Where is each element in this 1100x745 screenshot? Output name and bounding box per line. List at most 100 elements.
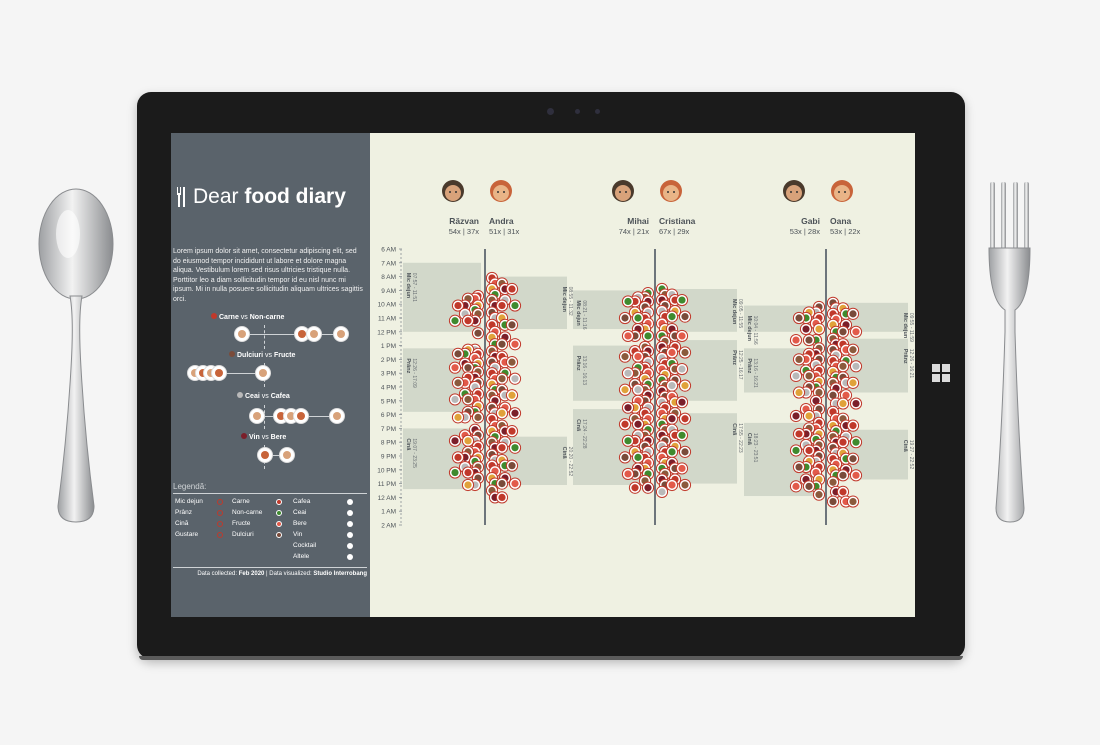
avatar-eye — [838, 191, 840, 193]
food-icon — [464, 317, 472, 325]
person-name: Andra — [489, 216, 514, 226]
meal-range: 10:04 - 11:56 — [752, 316, 758, 345]
person-name: Gabi — [801, 216, 820, 226]
food-icon — [454, 350, 462, 358]
comparison-ceai-cafea: Ceai vs Cafea — [237, 392, 290, 400]
food-icon — [668, 448, 676, 456]
food-icon — [511, 409, 519, 417]
avatar-face — [493, 185, 509, 201]
meal-mark — [678, 379, 692, 392]
legend-title: Legendă: — [173, 482, 207, 491]
avatar — [257, 447, 273, 463]
meal-mark — [505, 282, 519, 296]
avatar-eye — [844, 191, 846, 193]
meal-mark — [621, 434, 635, 447]
food-icon — [852, 399, 860, 408]
food-icon — [829, 391, 837, 399]
meal-mark — [812, 488, 826, 501]
food-icon — [839, 438, 847, 446]
y-tick-label: 11 PM — [378, 481, 396, 488]
meal-name: Cină — [902, 440, 908, 453]
food-icon — [681, 313, 689, 321]
meal-mark — [495, 407, 509, 420]
meal-mark — [631, 350, 645, 363]
food-icon — [621, 353, 629, 361]
meal-mark — [678, 310, 692, 323]
meal-mark — [792, 460, 806, 474]
food-icon — [852, 471, 860, 479]
sweets-icon — [276, 532, 282, 538]
avatar-eye — [796, 191, 798, 193]
food-icon — [621, 420, 629, 428]
legend-drink: Bere — [293, 520, 307, 527]
food-icon — [681, 382, 689, 390]
wine-icon — [347, 532, 353, 538]
food-icon — [498, 301, 506, 310]
food-icon — [624, 369, 632, 377]
food-icon — [795, 388, 803, 397]
food-icon — [839, 488, 847, 496]
y-tick-label: 12 AM — [378, 495, 396, 502]
page-title: Dear food diary — [193, 185, 346, 208]
food-icon — [634, 420, 642, 428]
camera-icon — [547, 108, 554, 115]
meal-mark — [451, 299, 465, 312]
meal-range: 20:20 - 22:52 — [567, 447, 573, 477]
food-icon — [678, 332, 686, 340]
food-icon — [678, 431, 686, 439]
food-icon — [658, 488, 666, 496]
meal-mark — [802, 409, 816, 423]
person-stats: 53x | 28x — [790, 227, 821, 236]
windows-logo-icon[interactable] — [932, 364, 950, 382]
y-tick-label: 8 AM — [381, 274, 396, 281]
avatar-right — [490, 180, 512, 202]
food-icon — [511, 444, 519, 452]
y-tick-label: 4 PM — [381, 385, 396, 392]
meal-range: 19:27 - 22:52 — [908, 440, 914, 470]
fruit-icon — [217, 521, 223, 527]
meal-mark — [451, 411, 465, 424]
legend-meal: Gustare — [175, 531, 199, 538]
food-icon — [792, 446, 800, 455]
y-tick-label: 6 PM — [381, 412, 396, 419]
tea-icon — [347, 510, 353, 516]
meal-name: Cină — [746, 433, 752, 446]
food-icon — [849, 422, 857, 430]
food-icon — [634, 353, 642, 361]
wine-icon — [241, 433, 247, 439]
food-icon — [849, 497, 857, 506]
meal-mark — [849, 436, 863, 449]
meal-mark — [802, 369, 816, 383]
meal-mark — [812, 322, 826, 336]
meal-mark — [451, 347, 465, 360]
meal-band-label: Mic dejun 09:55 - 11:59 — [902, 313, 914, 342]
meal-mark — [846, 343, 860, 356]
person-axis — [654, 249, 656, 525]
meal-mark — [665, 346, 679, 359]
meal-mark — [665, 478, 679, 492]
avatar — [293, 408, 309, 424]
food-icon — [852, 362, 860, 370]
meal-name: Cină — [561, 447, 567, 460]
meal-mark — [789, 409, 803, 423]
meal-mark — [846, 376, 860, 389]
meal-name: Mic dejun — [731, 299, 737, 325]
legend-food: Fructe — [232, 520, 251, 527]
meal-band-label: Mic dejun 10:04 - 11:56 — [746, 316, 758, 345]
meal-band-label: Mic dejun 08:55 - 11:32 — [561, 287, 573, 316]
meal-name: Prânz — [902, 349, 908, 364]
meal-band-label: Cină 20:20 - 22:52 — [561, 447, 573, 477]
food-icon — [508, 391, 516, 399]
meal-mark — [448, 314, 462, 327]
food-icon — [795, 430, 803, 438]
avatar-eye — [667, 191, 669, 193]
person-name: Răzvan — [449, 216, 479, 226]
legend-drink: Ceai — [293, 509, 307, 516]
food-icon — [624, 470, 632, 478]
y-tick-label: 2 AM — [381, 523, 396, 530]
tea-icon — [237, 392, 243, 398]
food-icon — [498, 444, 506, 452]
food-icon — [678, 365, 686, 373]
comparison-line — [261, 455, 291, 456]
food-icon — [454, 379, 462, 387]
